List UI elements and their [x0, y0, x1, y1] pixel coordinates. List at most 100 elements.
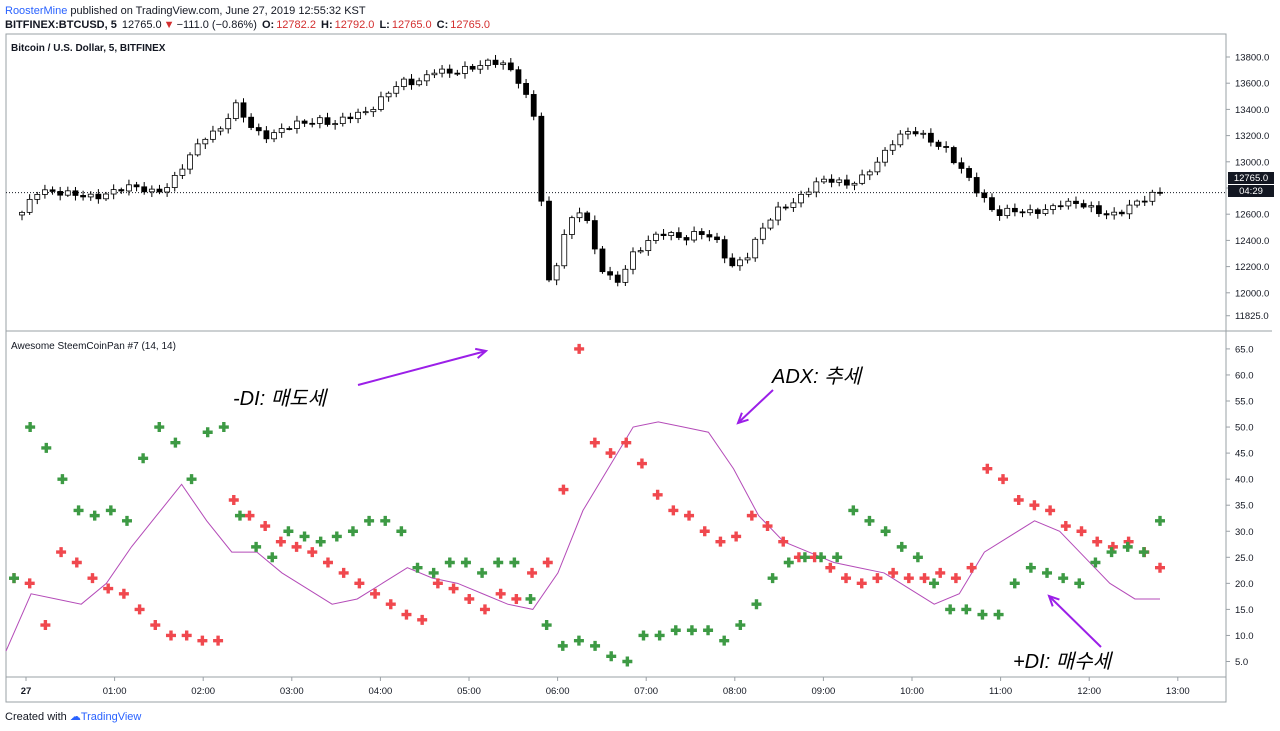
time-tick-label: 27 [21, 686, 32, 697]
plus-di-marker [299, 531, 310, 542]
close-label: C: [436, 19, 449, 31]
time-tick-label: 05:00 [457, 686, 481, 697]
candle-body [179, 168, 186, 176]
tradingview-brand-link[interactable]: TradingView [80, 711, 142, 723]
candle-body [49, 189, 56, 192]
minus-di-marker [605, 448, 616, 459]
candle-body [1027, 209, 1034, 214]
plus-di-series [9, 422, 1165, 667]
minus-di-marker [307, 547, 318, 558]
minus-di-marker [589, 437, 600, 448]
candle-body [905, 131, 911, 135]
minus-di-marker [103, 583, 114, 594]
minus-di-marker [1076, 526, 1087, 537]
indicator-tick-label: 20.0 [1235, 579, 1254, 590]
minus-di-marker [228, 494, 239, 505]
minus-di-marker [715, 536, 726, 547]
candle-body [767, 219, 774, 229]
tradingview-logo-icon: ☁ [69, 711, 81, 723]
candle-body [645, 240, 652, 252]
candle-body [828, 178, 835, 183]
candle-body [752, 238, 759, 259]
candle-body [34, 194, 41, 200]
plus-di-marker [283, 526, 294, 537]
plus-di-marker [912, 552, 923, 563]
candle-body [1118, 211, 1125, 215]
author-link[interactable]: RoosterMine [5, 5, 68, 17]
change-value: −111.0 (−0.86%) [176, 19, 257, 31]
plus-di-marker [1058, 573, 1069, 584]
minus-di-marker [56, 547, 67, 558]
candle-body [691, 231, 698, 241]
candlestick-series [19, 54, 1163, 287]
minus-di-marker [998, 474, 1009, 485]
candle-body [989, 197, 995, 211]
candle-body [462, 65, 468, 74]
price-tick-label: 13200.0 [1235, 131, 1269, 142]
time-axis: 27 01:00 02:00 03:00 04:00 05:00 06:00 07:00 08:… [21, 677, 1190, 697]
candle-body [171, 174, 178, 188]
candle-body [523, 83, 529, 95]
minus-di-marker [841, 573, 852, 584]
plus-di-marker [880, 526, 891, 537]
candle-body [148, 188, 155, 193]
candle-body [897, 133, 904, 146]
indicator-tick-label: 10.0 [1235, 631, 1254, 642]
indicator-tick-label: 55.0 [1235, 397, 1254, 408]
price-tick-label: 12200.0 [1235, 262, 1269, 273]
plus-di-marker [541, 620, 552, 631]
candle-body [1057, 205, 1064, 208]
minus-di-marker [919, 573, 930, 584]
price-axis: 13800.013600.013400.013200.013000.012800… [1226, 53, 1269, 322]
minus-di-marker [401, 609, 412, 620]
minus-di-marker [464, 593, 475, 604]
minus-di-marker [244, 510, 255, 521]
minus-di-marker [150, 620, 161, 631]
candle-body [698, 231, 705, 235]
open-label: O: [261, 19, 275, 31]
candle-body [263, 130, 270, 140]
minus-di-marker [511, 593, 522, 604]
candle-body [278, 128, 285, 134]
low-value: 12765.0 [391, 19, 432, 31]
close-value: 12765.0 [450, 19, 491, 31]
indicator-tick-label: 15.0 [1235, 605, 1254, 616]
plus-di-marker [977, 609, 988, 620]
candle-body [889, 144, 896, 151]
minus-di-marker [950, 573, 961, 584]
plus-di-marker [848, 505, 859, 516]
candle-body [332, 123, 339, 126]
plus-di-marker [590, 640, 601, 651]
candle-body [790, 202, 797, 208]
plus-di-marker [864, 515, 875, 526]
candle-body [1073, 200, 1079, 204]
plus-di-marker [896, 541, 907, 552]
minus-di-marker [935, 567, 946, 578]
price-tick-label: 12000.0 [1235, 288, 1269, 299]
minus-di-marker [40, 620, 51, 631]
plus-di-marker [364, 515, 375, 526]
plus-di-marker [1074, 578, 1085, 589]
plus-di-marker [606, 651, 617, 662]
plus-di-marker [170, 437, 181, 448]
candle-body [19, 211, 25, 216]
minus-di-marker [291, 541, 302, 552]
minus-di-marker [197, 635, 208, 646]
candle-body [821, 178, 827, 183]
candle-body [683, 237, 690, 241]
candle-body [668, 232, 675, 236]
candle-body [1034, 209, 1041, 214]
plus-di-marker [799, 552, 810, 563]
candle-body [1080, 203, 1087, 208]
plus-di-marker [315, 536, 326, 547]
candle-body [339, 116, 346, 125]
candle-body [1042, 209, 1049, 214]
plus-di-marker [1138, 547, 1149, 558]
candle-body [836, 179, 843, 183]
candle-body [950, 147, 957, 164]
candle-body [591, 220, 598, 250]
plus-di-marker [428, 567, 439, 578]
indicator-pane-title: Awesome SteemCoinPan #7 (14, 14) [11, 341, 176, 352]
minus-di-marker [527, 567, 538, 578]
